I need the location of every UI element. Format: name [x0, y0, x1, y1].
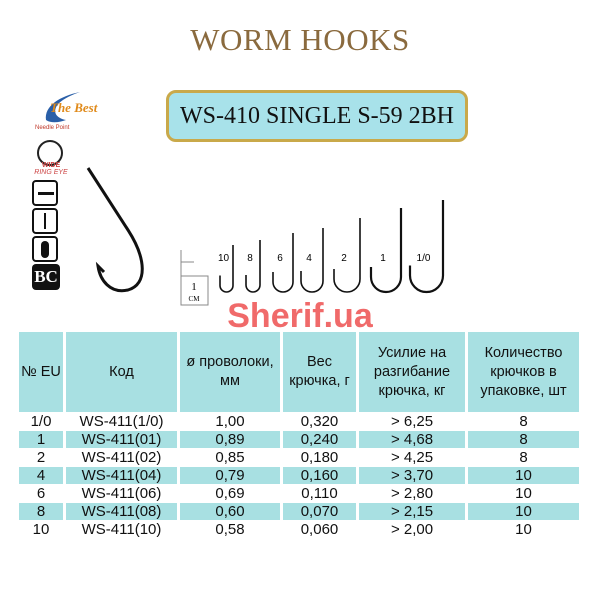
table-cell: WS-411(04) [66, 467, 177, 484]
table-cell: > 4,25 [390, 449, 434, 466]
black-coating-badge: BC [32, 264, 60, 290]
column-header: Вес крючка, г [283, 332, 356, 412]
straight-shank-icon [32, 208, 58, 234]
table-cell: > 2,15 [359, 503, 465, 520]
column-header: Количество крючков в упаковке, шт [468, 332, 579, 412]
table-cell: > 4,68 [359, 431, 465, 448]
hook-size-icon [219, 245, 234, 293]
table-cell: 8 [519, 449, 528, 466]
hook-size-icon [333, 218, 361, 293]
table-cell: 4 [19, 467, 63, 484]
table-cell: 0,070 [283, 503, 356, 520]
table-cell: 8 [519, 413, 528, 430]
table-cell: > 3,70 [359, 467, 465, 484]
eye-sublabel: RING EYE [34, 169, 68, 176]
table-cell: 1 [19, 431, 63, 448]
table-cell: 0,110 [301, 485, 338, 502]
table-cell: 0,69 [215, 485, 245, 502]
page-title: WORM HOOKS [190, 22, 410, 57]
table-row: 6 WS-411(06) 0,69 0,110 > 2,80 10 [19, 485, 579, 502]
hook-size-icon [300, 228, 324, 293]
specs-table: № EU Код ø проволоки, мм Вес крючка, г Усили… [16, 331, 582, 539]
table-cell: 0,060 [300, 521, 339, 538]
table-cell: WS-411(1/0) [79, 413, 164, 430]
table-header-row: № EU Код ø проволоки, мм Вес крючка, г Усили… [19, 332, 579, 412]
table-row: 2 WS-411(02) 0,85 0,180 > 4,25 8 [19, 449, 579, 466]
table-cell: WS-411(06) [81, 485, 162, 502]
model-label: WS-410 SINGLE S-59 2BH [166, 90, 468, 142]
hook-size-icon [245, 240, 261, 293]
large-hook-icon [86, 167, 144, 293]
hook-illustrations: 1 CM 10 8 6 4 2 1 1/0 [86, 167, 445, 306]
hook-size-icon [272, 233, 294, 293]
table-cell: 10 [32, 521, 50, 538]
table-cell: 0,180 [300, 449, 339, 466]
table-row: 10 WS-411(10) 0,58 0,060 > 2,00 10 [19, 521, 579, 538]
table-cell: 0,320 [300, 413, 339, 430]
column-header: № EU [19, 332, 63, 412]
table-row: 1/0 WS-411(1/0) 1,00 0,320 > 6,25 8 [19, 413, 579, 430]
table-cell: WS-411(08) [66, 503, 177, 520]
table-cell: 1/0 [30, 413, 52, 430]
table-cell: WS-411(02) [81, 449, 162, 466]
table-row: 4 WS-411(04) 0,79 0,160 > 3,70 10 [19, 467, 579, 484]
table-cell: 10 [468, 503, 579, 520]
table-cell: 2 [36, 449, 46, 466]
hook-size-label: 4 [306, 253, 312, 264]
table-cell: 8 [468, 431, 579, 448]
hook-size-label: 6 [277, 253, 283, 264]
table-cell: > 2,80 [390, 485, 434, 502]
table-cell: WS-411(10) [81, 521, 162, 538]
hook-size-icon [369, 208, 403, 294]
point-icon [32, 180, 58, 206]
table-cell: 0,240 [283, 431, 356, 448]
hook-size-icon [408, 200, 445, 294]
column-header: Усилие на разгибание крючка, кг [359, 332, 465, 412]
table-cell: 0,85 [215, 449, 245, 466]
wide-eye-icon [37, 140, 63, 166]
table-cell: 0,60 [180, 503, 280, 520]
ring-eye-icon [32, 236, 58, 262]
eye-label: WIDE [41, 162, 61, 169]
table-cell: 10 [515, 485, 532, 502]
table-cell: 0,89 [180, 431, 280, 448]
table-cell: WS-411(01) [66, 431, 177, 448]
table-cell: 10 [468, 467, 579, 484]
table-cell: 0,160 [283, 467, 356, 484]
hook-size-label: 8 [247, 253, 253, 264]
column-header: ø проволоки, мм [180, 332, 280, 412]
hook-size-label: 10 [218, 253, 230, 264]
column-header: Код [66, 332, 177, 412]
hook-size-label: 1/0 [417, 253, 431, 264]
scale-unit: CM [189, 295, 201, 303]
hook-size-label: 2 [341, 253, 347, 264]
table-row: 1 WS-411(01) 0,89 0,240 > 4,68 8 [19, 431, 579, 448]
table-cell: 0,79 [180, 467, 280, 484]
table-cell: 10 [515, 521, 532, 538]
brand-logo-swoosh-icon [45, 92, 80, 123]
table-cell: > 2,00 [390, 521, 434, 538]
table-cell: 8 [19, 503, 63, 520]
hook-size-label: 1 [380, 253, 386, 264]
scale-ruler [180, 250, 209, 306]
table-cell: 0,58 [215, 521, 245, 538]
brand-logo-text: The Best [50, 100, 98, 115]
table-cell: 6 [36, 485, 46, 502]
table-row: 8 WS-411(08) 0,60 0,070 > 2,15 10 [19, 503, 579, 520]
scale-number: 1 [191, 281, 197, 293]
brand-logo-subtext: Needle Point [35, 125, 70, 131]
table-cell: 1,00 [215, 413, 245, 430]
table-cell: > 6,25 [390, 413, 434, 430]
wide-eye-label: WIDE RING EYE [34, 162, 68, 176]
watermark: Sherif.ua [227, 297, 373, 335]
